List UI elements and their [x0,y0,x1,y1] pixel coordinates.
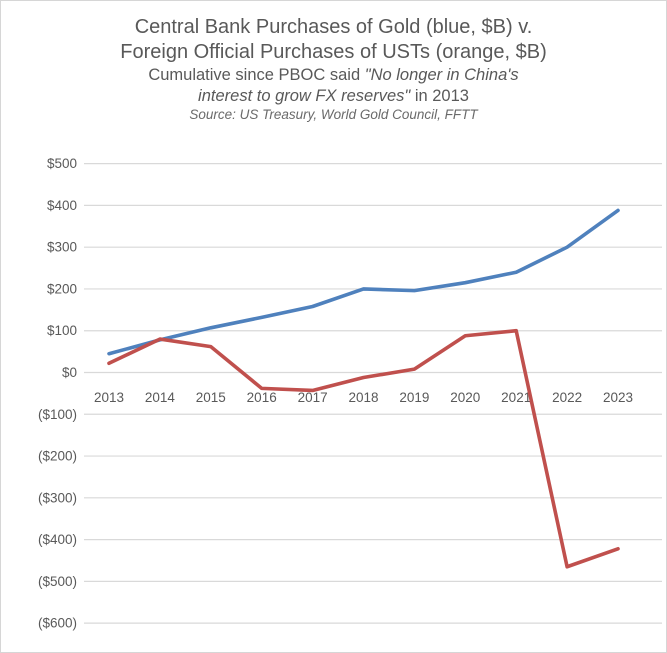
x-tick-label: 2015 [196,390,226,405]
subtitle-normal-text: Cumulative since PBOC said [148,66,365,84]
x-tick-label: 2021 [501,390,531,405]
chart-source-note: Source: US Treasury, World Gold Council,… [189,107,478,123]
x-tick-label: 2018 [348,390,378,405]
y-tick-label: ($600) [38,616,77,631]
y-tick-label: $300 [47,240,77,255]
chart-title-line1: Central Bank Purchases of Gold (blue, $B… [134,16,533,38]
y-tick-label: ($100) [38,407,77,422]
y-tick-label: ($200) [38,449,77,464]
y-tick-label: ($500) [38,574,77,589]
subtitle-italic-quote-end: interest to grow FX reserves" [198,86,411,105]
y-tick-label: ($300) [38,490,77,505]
chart-subtitle-line2: interest to grow FX reserves" in 2013 [1,86,666,107]
chart-title-block: Central Bank Purchases of Gold (blue, $B… [1,15,666,124]
x-tick-label: 2016 [247,390,277,405]
y-tick-label: $100 [47,323,77,338]
subtitle-normal-text-2: in 2013 [410,86,469,105]
y-tick-label: $0 [62,365,77,380]
x-tick-label: 2013 [94,390,124,405]
x-tick-label: 2020 [450,390,480,405]
x-tick-label: 2017 [298,390,328,405]
gold-purchases-line [107,208,620,356]
chart-title-line2: Foreign Official Purchases of USTs (oran… [120,41,547,63]
chart-subtitle-line1: Cumulative since PBOC said "No longer in… [1,65,666,86]
x-tick-label: 2019 [399,390,429,405]
x-tick-label: 2014 [145,390,176,405]
y-tick-label: $400 [47,198,77,213]
y-tick-label: ($400) [38,532,77,547]
x-tick-label: 2023 [603,390,633,405]
y-tick-label: $500 [47,156,77,171]
x-tick-label: 2022 [552,390,582,405]
y-tick-label: $200 [47,281,77,296]
ust-purchases-line [107,328,620,569]
subtitle-italic-quote-start: "No longer in China's [364,66,519,84]
